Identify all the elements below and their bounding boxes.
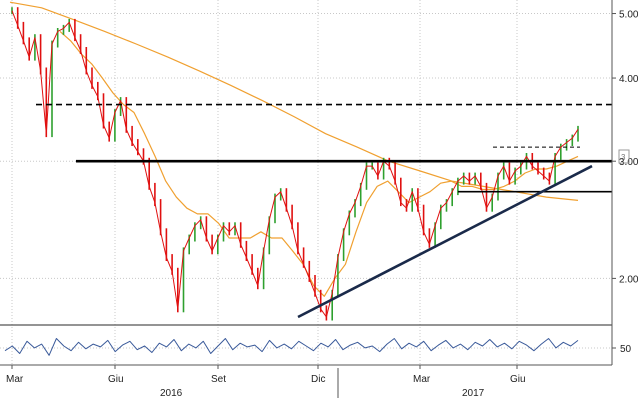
x-label-mar-2017: Mar <box>413 374 431 385</box>
x-label-dic-2016: Dic <box>311 374 325 385</box>
x-label-giu-2016: Giu <box>108 374 124 385</box>
y-tick-label-200: 2.00 <box>619 274 639 285</box>
x-year-label-2017: 2017 <box>462 388 485 399</box>
last-value-label: 3 <box>621 153 626 162</box>
y-tick-label-400: 4.00 <box>619 74 639 85</box>
support-resistance-lines <box>36 103 612 319</box>
y-axis-ticks <box>612 13 616 279</box>
y-tick-label-500: 5.00 <box>619 10 639 21</box>
indicator-tick-label: 50 <box>620 344 632 355</box>
indicator-series <box>4 338 579 356</box>
trendline <box>297 164 593 319</box>
moving-average-short-line <box>59 30 579 297</box>
indicator-line <box>4 338 579 356</box>
vertical-gridlines <box>11 0 518 365</box>
last-value-marker <box>618 149 630 164</box>
x-label-giu-2017: Giu <box>510 374 526 385</box>
price-series <box>11 7 579 321</box>
price-line <box>11 10 579 318</box>
moving-average-long-line <box>9 1 579 201</box>
x-label-mar-2016: Mar <box>6 374 24 385</box>
moving-average-short <box>59 30 579 297</box>
x-axis-ticks <box>11 365 518 398</box>
moving-average-long <box>9 1 579 201</box>
x-year-label-2016: 2016 <box>160 388 183 399</box>
x-label-set-2016: Set <box>211 374 226 385</box>
